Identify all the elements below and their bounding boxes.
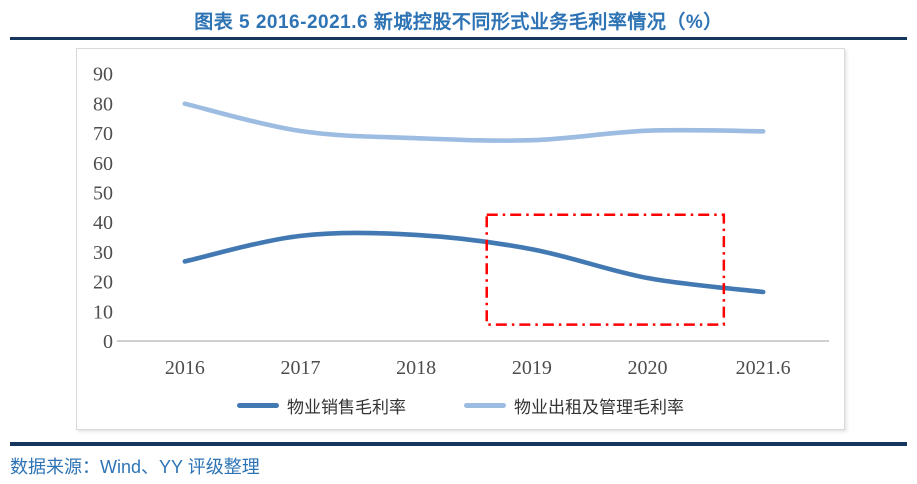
- chart-legend: 物业销售毛利率 物业出租及管理毛利率: [77, 393, 844, 418]
- sales-line-swatch-icon: [237, 403, 279, 408]
- title-divider-line: [10, 37, 907, 40]
- x-axis-tick-label: 2018: [396, 357, 436, 379]
- rental-margin-line: [182, 101, 766, 143]
- y-axis-tick-label: 70: [93, 123, 113, 145]
- legend-item-rental: 物业出租及管理毛利率: [464, 393, 684, 418]
- x-axis-tick-label: 2016: [165, 357, 205, 379]
- legend-item-sales: 物业销售毛利率: [237, 393, 406, 418]
- legend-label-sales: 物业销售毛利率: [287, 398, 406, 417]
- y-axis-tick-label: 80: [93, 93, 113, 115]
- y-axis-tick-label: 40: [93, 212, 113, 234]
- footer-divider-line: [10, 442, 907, 446]
- y-axis-tick-label: 50: [93, 183, 113, 205]
- x-axis-tick-label: 2020: [628, 357, 668, 379]
- highlight-annotation-box: [485, 213, 726, 326]
- x-axis-tick-label: 2017: [281, 357, 321, 379]
- sales-margin-line: [182, 230, 766, 295]
- x-axis-tick-label: 2019: [512, 357, 552, 379]
- data-source-note: 数据来源：Wind、YY 评级整理: [10, 457, 260, 477]
- legend-label-rental: 物业出租及管理毛利率: [514, 398, 684, 417]
- y-axis-tick-label: 30: [93, 242, 113, 264]
- rental-line-swatch-icon: [464, 403, 506, 408]
- y-axis-tick-label: 90: [93, 64, 113, 86]
- line-chart-canvas: 0 10 20 30 40 50 60 70 80 90 2016 2017 2018 2019 2020 2…: [93, 64, 829, 379]
- figure-title: 图表 5 2016-2021.6 新城控股不同形式业务毛利率情况（%）: [194, 12, 723, 33]
- chart-frame: 0 10 20 30 40 50 60 70 80 90 2016 2017 2018 2019 2020 2…: [76, 48, 845, 430]
- y-axis-tick-label: 60: [93, 153, 113, 175]
- y-axis-tick-label: 0: [103, 331, 113, 353]
- y-axis-tick-label: 20: [93, 272, 113, 294]
- x-axis-tick-label: 2021.6: [736, 357, 791, 379]
- y-axis-tick-label: 10: [93, 301, 113, 323]
